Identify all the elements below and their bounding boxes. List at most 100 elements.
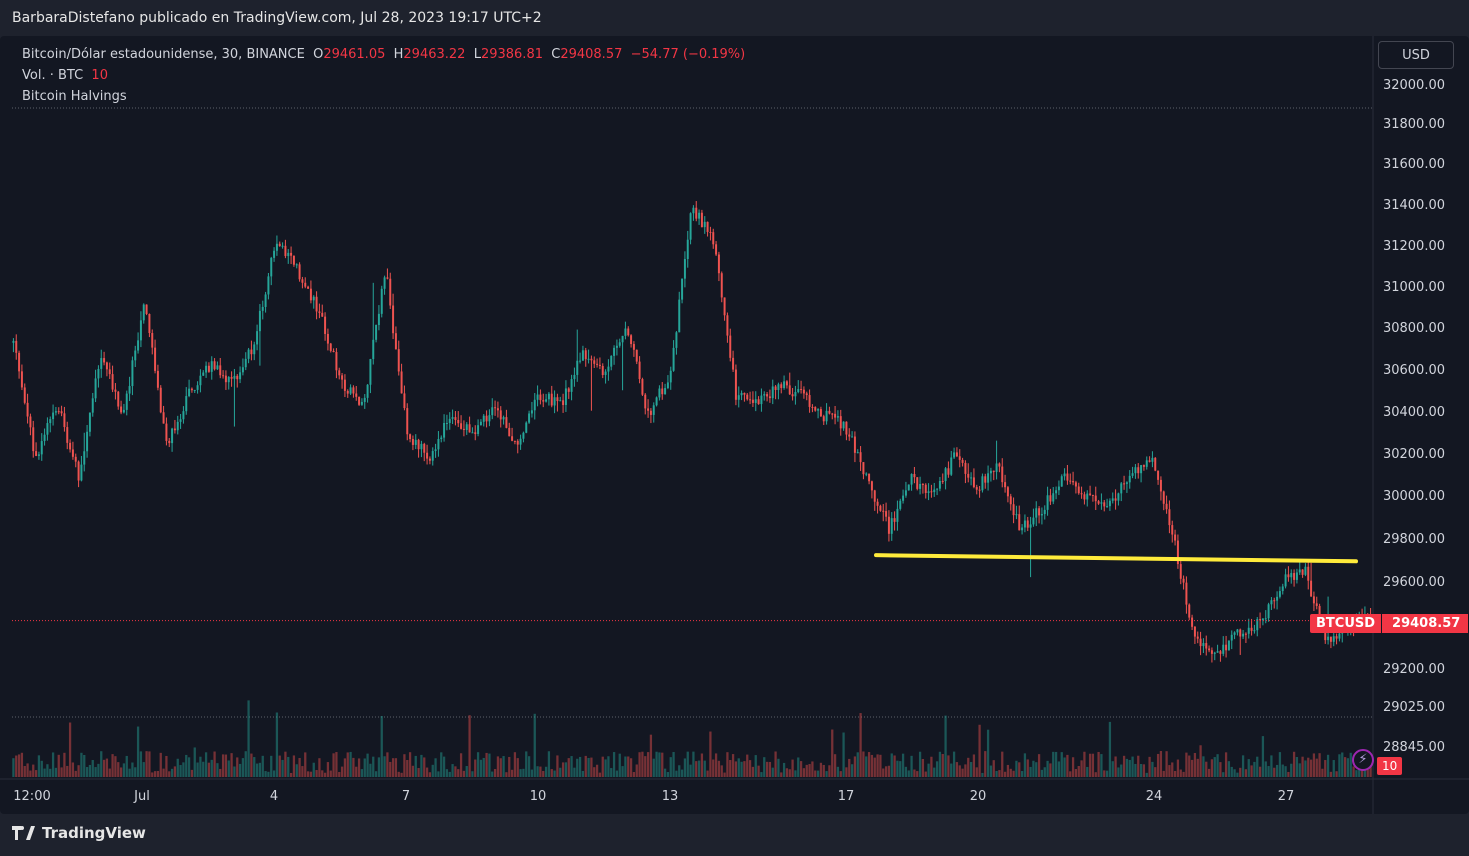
candle-body [1259,619,1262,621]
volume-bar [1335,771,1338,777]
candle-body [142,304,145,321]
candle-body [641,379,644,395]
candle-body [131,360,134,387]
volume-bar [680,769,684,777]
currency-button[interactable]: USD [1378,41,1454,69]
chart-frame[interactable]: 32000.00 31800.00 31600.00 31400.00 31200.00… [0,36,1469,814]
time-axis[interactable]: 12:00 Jul 4 7 10 13 17 20 24 27 [13,789,1294,804]
candle-body [397,349,400,372]
volume-bar [621,766,624,777]
legend-symbol[interactable]: Bitcoin/Dólar estadounidense, 30, BINANC… [22,47,305,62]
volume-bar [1295,757,1299,777]
candle-body [1182,578,1185,583]
candle-body [377,313,380,325]
footer-brand[interactable]: TradingView [12,824,146,842]
candle-body [916,477,919,489]
volume-bar [12,758,15,777]
legend-indicator-row[interactable]: Bitcoin Halvings [22,86,745,107]
volume-bar [352,757,355,777]
candle-body [972,477,975,488]
volume-bar [1091,753,1095,777]
volume-bar [1131,756,1134,777]
candle-body [454,417,457,421]
volume-bar [930,756,933,777]
price-axis[interactable]: 32000.00 31800.00 31600.00 31400.00 31200.00… [1383,78,1445,755]
candle-body [145,304,148,314]
volume-bar [513,752,517,777]
candle-body [411,439,414,445]
candle-body [1295,572,1298,580]
volume-bar [1222,772,1225,777]
candle-body [1290,573,1293,578]
volume-bar [1009,768,1012,777]
legend-open-label: O [313,47,324,62]
candle-body [695,207,698,219]
candle-body [151,332,154,348]
volume-bar [1043,767,1046,777]
candle-body [372,339,375,360]
candle-body [887,516,890,534]
candle-body [1120,483,1123,494]
volume-bar [1063,757,1066,777]
candle-body [967,473,970,478]
volume-bar [689,764,692,777]
candle-body [800,389,803,391]
candle-body [86,431,89,452]
time-tick-label: 10 [530,789,547,804]
candle-body [717,254,720,274]
candle-body [817,409,820,411]
legend-volume-row[interactable]: Vol. · BTC 10 [22,65,745,86]
volume-bar [66,765,69,777]
volume-bar [717,760,721,777]
volume-bar [168,771,171,777]
footer-brand-text: TradingView [42,824,146,842]
candle-body [584,350,587,360]
candle-body [474,432,477,434]
candle-body [811,406,814,408]
volume-bar [357,758,361,777]
volume-bar [1207,768,1211,777]
volume-bar [972,754,976,777]
candle-body [71,449,74,457]
candle-body [508,427,511,437]
volume-bar [343,758,347,777]
volume-bar [15,755,18,777]
volume-bar [726,752,729,777]
volume-bar [1324,760,1327,777]
candle-body [224,375,227,383]
candle-body [536,394,539,400]
volume-bar [777,758,780,777]
candle-body [689,213,692,240]
candle-body [406,408,409,435]
price-chart[interactable]: 32000.00 31800.00 31600.00 31400.00 31200.00… [0,36,1469,814]
candle-body [511,436,514,441]
candle-body [91,398,94,413]
volume-bar [29,770,32,777]
candle-body [1196,636,1199,639]
volume-bar [612,752,616,777]
candle-body [1091,494,1094,496]
time-tick-label: 27 [1278,789,1295,804]
candle-body [409,434,412,440]
candle-body [913,474,916,478]
volume-bar [80,752,83,777]
candle-body [734,369,737,400]
volume-bar [264,771,267,777]
candle-body [853,436,856,453]
volume-bar [1162,770,1165,777]
volume-bar [510,769,514,777]
candle-body [627,328,630,336]
volume-bar [1315,758,1318,777]
candle-body [431,451,434,461]
lightning-icon[interactable]: ⚡ [1352,749,1374,771]
volume-bar [618,753,621,777]
candle-body [258,310,261,332]
candle-body [1276,596,1279,601]
candle-body [477,425,480,434]
legend-indicator: Bitcoin Halvings [22,89,127,104]
candle-body [355,393,358,397]
price-tick-label: 29200.00 [1383,662,1445,677]
volume-bar [213,751,216,777]
volume-bar [335,752,338,777]
volume-bar [139,751,143,777]
